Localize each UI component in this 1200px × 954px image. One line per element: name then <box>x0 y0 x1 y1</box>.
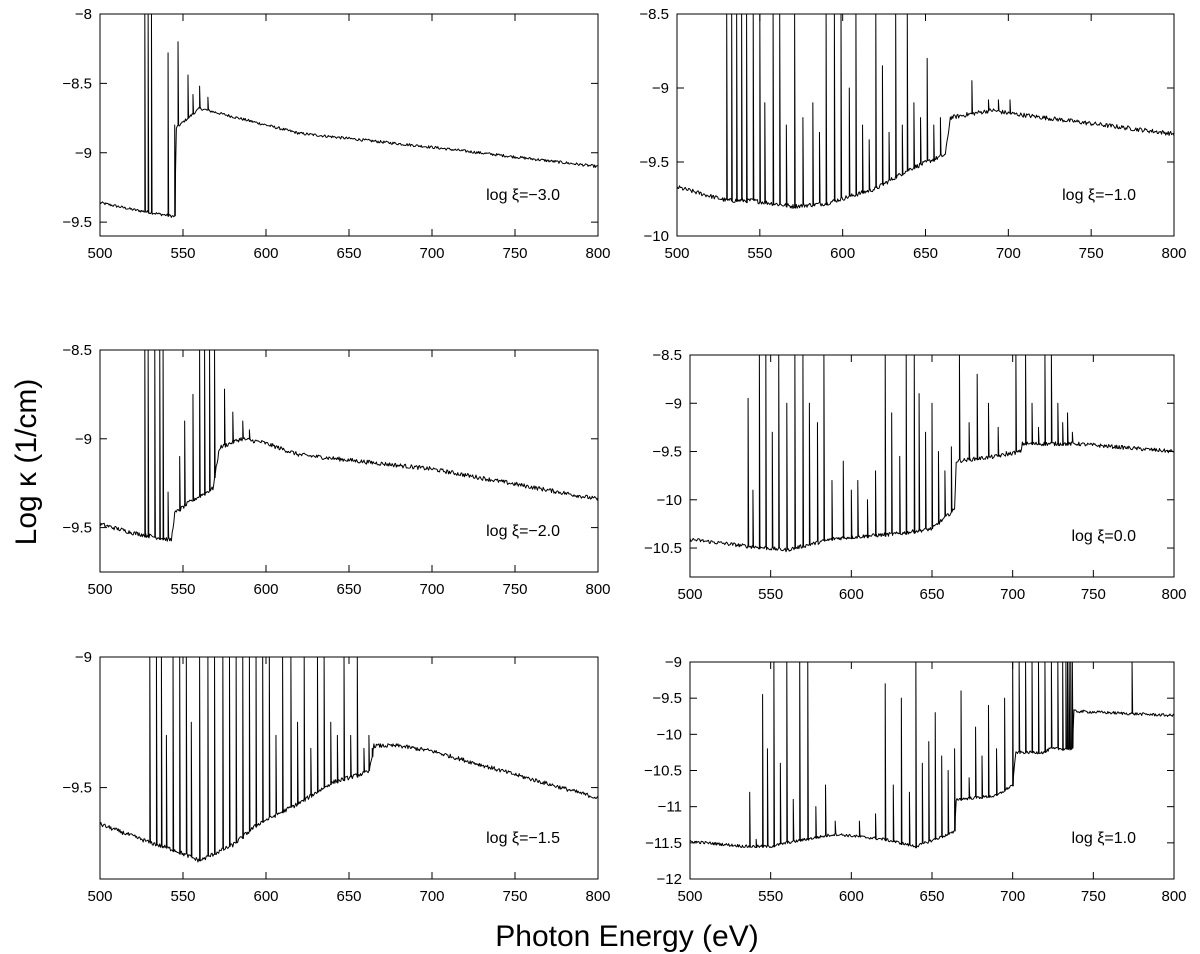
x-tick-label: 600 <box>253 245 278 262</box>
x-tick-label: 750 <box>502 245 527 262</box>
y-tick-label: −10 <box>657 726 682 743</box>
spectrum-line <box>100 14 598 218</box>
x-tick-label: 650 <box>919 586 944 603</box>
y-tick-label: −10 <box>657 492 682 509</box>
panel-annotation: log ξ=1.0 <box>1071 830 1136 847</box>
panel-annotation: log ξ=−2.0 <box>486 523 560 540</box>
y-tick-label: −9 <box>652 80 669 97</box>
x-tick-label: 650 <box>336 581 361 598</box>
panel-6: 500 550 600 650 700 750 800 −12 −11.5 −11 −10.5 −10… <box>644 654 1186 905</box>
panel-3: 500 550 600 650 700 750 800 −9.5 −9 −8.5 log ξ=−2.… <box>62 342 610 598</box>
x-tick-label: 800 <box>1161 245 1186 262</box>
x-tick-label: 800 <box>585 888 610 905</box>
x-tick-label: 800 <box>585 581 610 598</box>
x-tick-label: 650 <box>336 888 361 905</box>
y-tick-label: −9.5 <box>62 780 92 797</box>
panel-1: 500 550 600 650 700 750 800 −9.5 −9 −8.5 −8 log ξ=−… <box>62 6 610 262</box>
panel-annotation: log ξ=−1.0 <box>1062 187 1136 204</box>
y-tick-label: −10.5 <box>644 763 682 780</box>
y-tick-label: −9 <box>665 654 682 671</box>
panel-annotation: log ξ=−3.0 <box>486 187 560 204</box>
x-tick-label: 600 <box>839 586 864 603</box>
y-tick-label: −9.5 <box>62 214 92 231</box>
y-tick-label: −11 <box>658 799 682 816</box>
x-tick-label: 800 <box>585 245 610 262</box>
y-axis-title: Log κ (1/cm) <box>10 379 43 546</box>
panel-4: 500 550 600 650 700 750 800 −10.5 −10 −9.5 −9 −8.5 l… <box>644 347 1186 603</box>
y-tick-label: −8 <box>75 6 92 23</box>
x-tick-label: 700 <box>1000 888 1025 905</box>
y-tick-label: −9 <box>665 395 682 412</box>
y-tick-label: −11.5 <box>645 835 682 852</box>
panel-2: 500 550 600 650 700 750 800 −10 −9.5 −9 −8.5 log ξ=… <box>639 6 1186 262</box>
panel-annotation: log ξ=−1.5 <box>486 830 560 847</box>
panel-annotation: log ξ=0.0 <box>1071 528 1136 545</box>
spectrum-line <box>677 14 1174 209</box>
y-tick-label: −9.5 <box>652 444 682 461</box>
y-tick-label: −8.5 <box>652 347 682 364</box>
x-tick-label: 550 <box>170 581 195 598</box>
y-tick-label: −8.5 <box>62 75 92 92</box>
x-tick-label: 650 <box>336 245 361 262</box>
x-tick-label: 500 <box>677 586 702 603</box>
y-tick-label: −12 <box>657 871 682 888</box>
x-tick-label: 700 <box>419 245 444 262</box>
x-tick-label: 550 <box>170 888 195 905</box>
x-tick-label: 750 <box>1079 245 1104 262</box>
y-tick-label: −9.5 <box>62 520 92 537</box>
x-tick-label: 550 <box>170 245 195 262</box>
y-tick-label: −9 <box>75 145 92 162</box>
x-tick-label: 650 <box>919 888 944 905</box>
x-tick-label: 600 <box>839 888 864 905</box>
x-tick-label: 550 <box>758 888 783 905</box>
x-tick-label: 500 <box>87 245 112 262</box>
x-axis-title: Photon Energy (eV) <box>495 920 758 953</box>
y-tick-label: −9 <box>75 431 92 448</box>
y-tick-label: −9.5 <box>652 690 682 707</box>
y-tick-label: −9.5 <box>639 154 669 171</box>
x-tick-label: 550 <box>747 245 772 262</box>
x-tick-label: 700 <box>996 245 1021 262</box>
x-tick-label: 600 <box>253 888 278 905</box>
x-tick-label: 500 <box>677 888 702 905</box>
x-tick-label: 750 <box>502 581 527 598</box>
spectrum-line <box>100 657 598 863</box>
y-tick-label: −10.5 <box>644 540 682 557</box>
x-tick-label: 750 <box>502 888 527 905</box>
spectrum-line <box>690 662 1174 849</box>
y-tick-label: −8.5 <box>639 6 669 23</box>
panel-5: 500 550 600 650 700 750 800 −9.5 −9 log ξ=−1.5 <box>62 649 610 905</box>
x-tick-label: 500 <box>87 581 112 598</box>
x-tick-label: 500 <box>87 888 112 905</box>
y-tick-label: −10 <box>644 228 669 245</box>
x-tick-label: 650 <box>913 245 938 262</box>
x-tick-label: 600 <box>830 245 855 262</box>
y-tick-label: −9 <box>75 649 92 666</box>
panels-container: 500 550 600 650 700 750 800 −9.5 −9 −8.5 −8 log ξ=−… <box>62 6 1186 905</box>
x-tick-label: 500 <box>664 245 689 262</box>
x-tick-label: 800 <box>1161 586 1186 603</box>
spectrum-line <box>690 355 1174 553</box>
x-tick-label: 550 <box>758 586 783 603</box>
x-tick-label: 700 <box>1000 586 1025 603</box>
x-tick-label: 750 <box>1081 586 1106 603</box>
spectrum-line <box>100 350 598 542</box>
x-tick-label: 800 <box>1161 888 1186 905</box>
x-tick-label: 600 <box>253 581 278 598</box>
x-tick-label: 750 <box>1081 888 1106 905</box>
y-tick-label: −8.5 <box>62 342 92 359</box>
x-tick-label: 700 <box>419 581 444 598</box>
x-tick-label: 700 <box>419 888 444 905</box>
